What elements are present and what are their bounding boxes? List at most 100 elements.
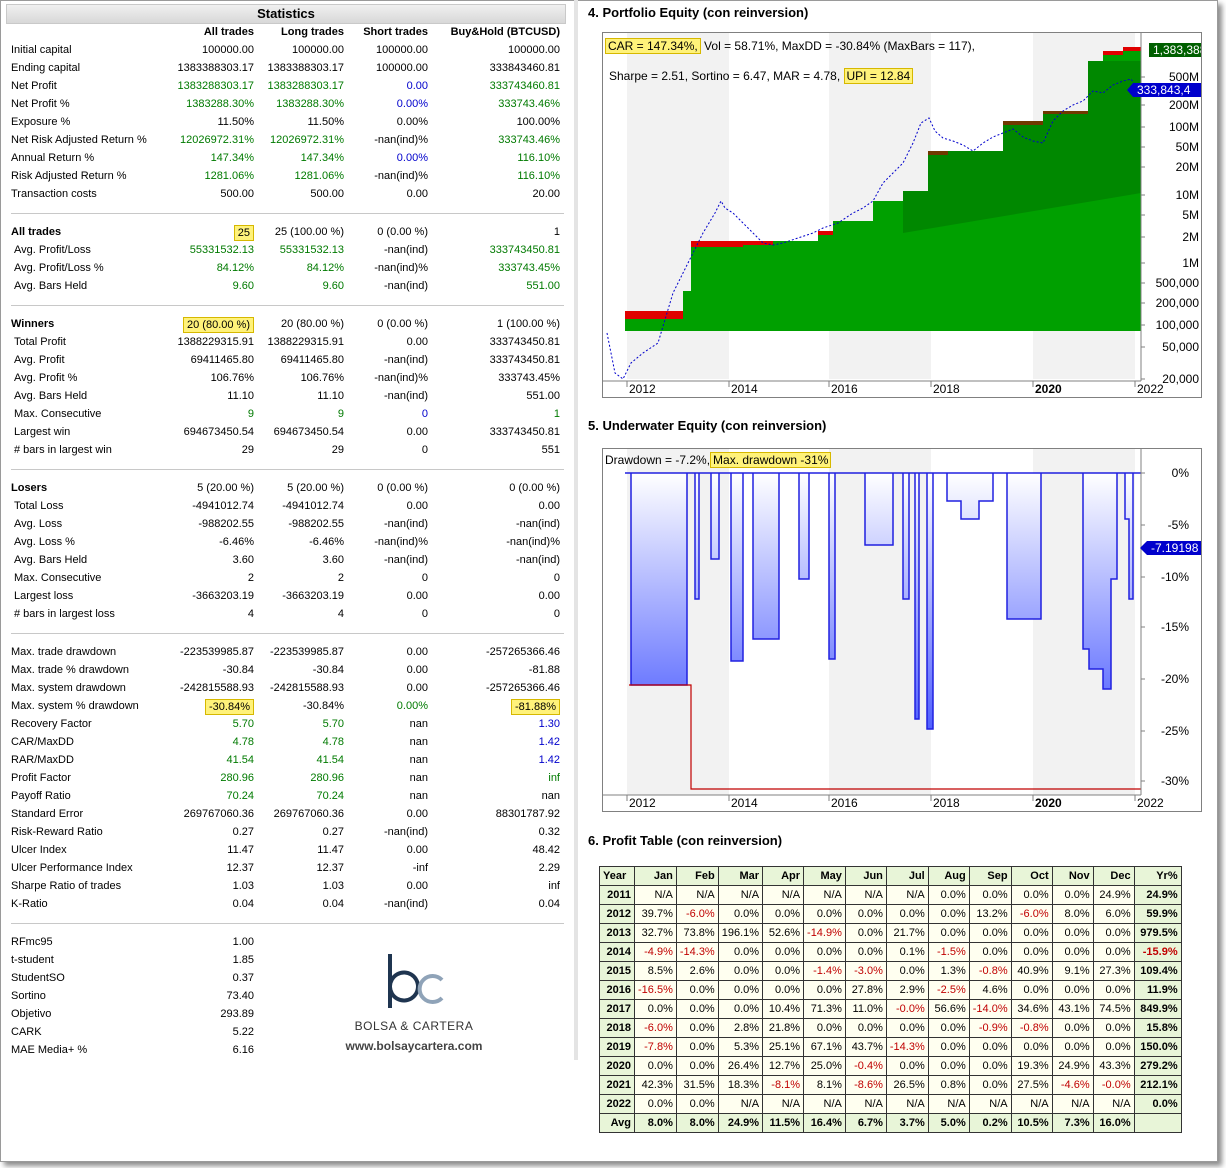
table-cell: 150.0% [1133,1037,1182,1057]
stats-value: 12026972.31% [179,134,254,146]
table-cell: 2013 [599,923,635,943]
stats-value: 1383388303.17 [177,62,254,74]
stats-col-header[interactable]: Buy&Hold (BTCUSD) [450,26,560,38]
stats-label: Largest win [14,426,71,438]
table-cell: 0.0% [762,942,805,962]
panel-divider[interactable] [574,0,578,1060]
stats-value: -242815588.93 [179,682,254,694]
y-tick-label: -25% [1161,724,1189,738]
stats-value: 1 [553,226,560,238]
table-cell: -0.9% [968,1018,1012,1038]
y-tick-label: 50,000 [1162,340,1199,354]
stats-label: Avg. Profit [14,354,65,366]
table-cell: 0.0% [803,904,846,924]
stats-value: nan [541,790,560,802]
table-cell: 0.0% [968,885,1012,905]
table-cell: 9.1% [1051,961,1094,981]
table-cell: 0.0% [717,999,764,1019]
stats-row: Max. trade % drawdown -30.84 -30.84 0.00 -81… [6,661,566,679]
stats-value: 0.00 [406,336,428,348]
table-cell: 25.1% [762,1037,805,1057]
stats-value: 269767060.36 [273,808,344,820]
table-cell: 0.0% [717,904,764,924]
stats-value: -223539985.87 [269,646,344,658]
table-header[interactable]: Jul [885,866,929,886]
table-header[interactable]: May [803,866,846,886]
table-cell: 42.3% [634,1075,677,1095]
stats-value: 0.00% [396,152,428,164]
stats-label: Losers [11,482,48,494]
table-cell: 6.0% [1092,904,1135,924]
stats-row: Objetivo 293.89 [6,1005,566,1023]
stats-value: -30.84 [312,664,344,676]
stats-value: 1281.06% [294,170,344,182]
table-header[interactable]: Aug [927,866,970,886]
stats-col-header[interactable]: Long trades [281,26,344,38]
logo-url[interactable]: www.bolsaycartera.com [345,1039,483,1053]
table-cell: -0.4% [844,1056,887,1076]
stats-value: 1281.06% [204,170,254,182]
stats-value: 293.89 [220,1008,254,1020]
table-header[interactable]: Mar [717,866,764,886]
stats-row: Total Profit 1388229315.91 1388229315.91 0.… [6,333,566,351]
stats-value: -81.88 [528,664,560,676]
stats-col-header[interactable]: Short trades [363,26,428,38]
stats-value: 0.00 [406,500,428,512]
table-cell: 24.9% [1051,1056,1094,1076]
stats-value: 2 [337,572,344,584]
table-cell: -14.3% [675,942,719,962]
table-header[interactable]: Yr% [1133,866,1182,886]
stats-label: Avg. Bars Held [14,390,88,402]
table-cell: 0.0% [927,904,970,924]
table-header[interactable]: Sep [968,866,1012,886]
stats-value: -30.84 [222,664,254,676]
statistics-panel: Statistics All trades Long trades Short tr… [6,2,566,1060]
stats-value: 70.24 [316,790,344,802]
stats-value: 0.00 [538,590,560,602]
stats-row: RFmc95 1.00 [6,933,566,951]
stats-value: 4.78 [322,736,344,748]
table-header[interactable]: Jun [844,866,887,886]
stats-value: -6.46% [309,536,344,548]
stats-value: 4 [337,608,344,620]
table-cell: -7.8% [634,1037,677,1057]
stats-value: 11.50% [307,116,345,128]
stats-value: 333743450.81 [489,336,560,348]
table-row: 2022 0.0% 0.0% N/A N/A N/A N/A N/A N/A N/A N/A N/A N… [599,1094,1182,1114]
table-header[interactable]: Apr [762,866,805,886]
stats-label: Net Risk Adjusted Return % [11,134,147,146]
bolsa-cartera-logo: BOLSA & CARTERA www.bolsaycartera.com [330,952,498,1053]
stats-row: Transaction costs 500.00 500.00 0.00 20.00 [6,185,566,203]
table-cell: 0.0% [1010,980,1053,1000]
table-header[interactable]: Oct [1010,866,1053,886]
table-cell: 2.9% [885,980,929,1000]
stats-row: CAR/MaxDD 4.78 4.78 nan 1.42 [6,733,566,751]
table-cell: 0.0% [803,980,846,1000]
stats-value: 0 (0.00 %) [509,482,560,494]
table-cell: 15.8% [1133,1018,1182,1038]
table-cell: -0.8% [1010,1018,1053,1038]
table-cell: -14.0% [968,999,1012,1019]
table-header[interactable]: Year [599,866,635,886]
table-header[interactable]: Feb [675,866,719,886]
table-cell: 16.0% [1092,1113,1135,1133]
stats-value: 1.85 [232,954,254,966]
stats-row: Ending capital 1383388303.17 1383388303.17… [6,59,566,77]
stats-col-header[interactable]: All trades [203,26,254,38]
table-cell: 32.7% [634,923,677,943]
table-cell: 24.9% [717,1113,764,1133]
stats-label: RAR/MaxDD [11,754,74,766]
stats-value: 0.00 [406,844,428,856]
table-header[interactable]: Jan [634,866,677,886]
table-cell: 10.5% [1010,1113,1053,1133]
stats-value: 5 (20.00 %) [197,482,254,494]
table-header[interactable]: Dec [1092,866,1135,886]
stats-value: 0.27 [232,826,254,838]
stats-row: StudentSO 0.37 [6,969,566,987]
underwater-equity-chart: 0% -5% -10% -15% -20% -25% -30% 2012 2014 2016 201… [602,448,1202,812]
stats-row: Max. Consecutive 2 2 0 0 [6,569,566,587]
table-cell: 2018 [599,1018,635,1038]
table-header[interactable]: Nov [1051,866,1094,886]
stats-value: 11.10 [227,390,254,402]
stats-value: 551 [541,444,560,456]
